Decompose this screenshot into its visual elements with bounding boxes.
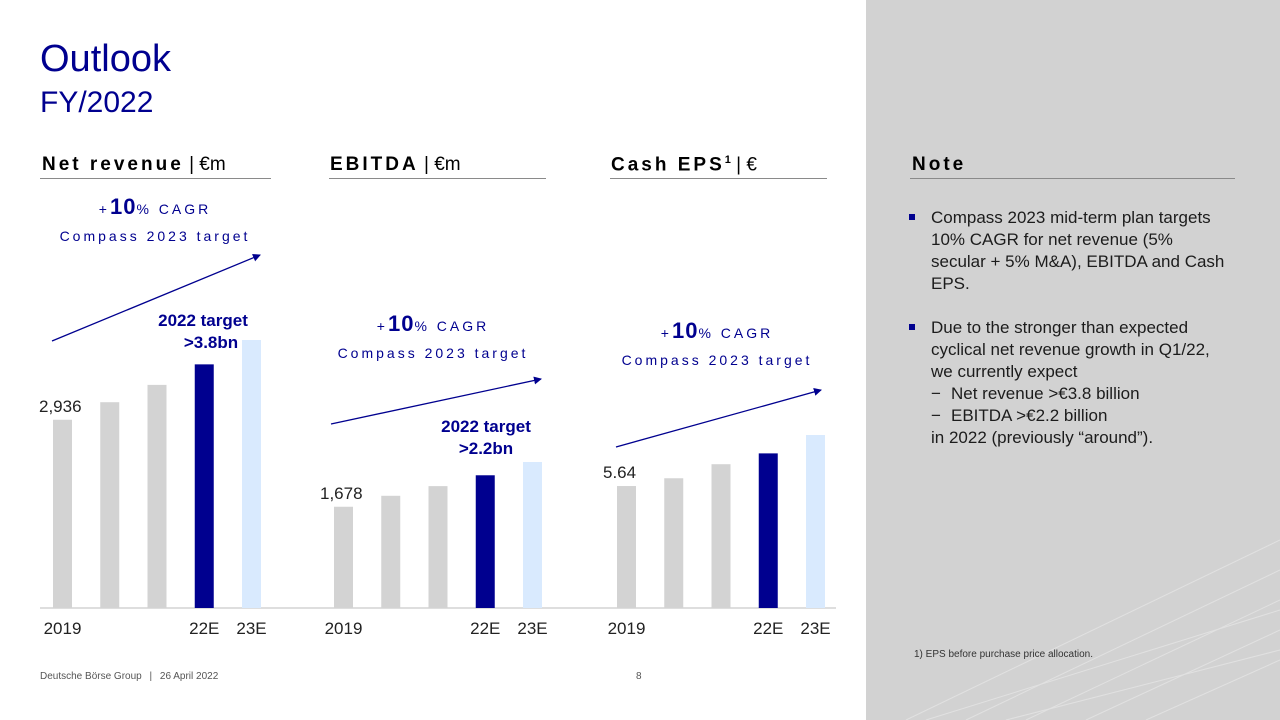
note-sub-text: EBITDA >€2.2 billion bbox=[951, 406, 1108, 425]
cagr-prefix: + bbox=[660, 325, 672, 341]
chart-header-cash-eps: Cash EPS1 | € bbox=[611, 154, 757, 176]
cagr-suffix: % CAGR bbox=[136, 201, 212, 217]
page-title: Outlook bbox=[40, 38, 171, 80]
note-tail-text: in 2022 (previously “around”). bbox=[931, 428, 1154, 447]
note-sub-text: Net revenue >€3.8 billion bbox=[951, 384, 1140, 403]
bar-period-3 bbox=[428, 486, 448, 608]
bar-22E bbox=[194, 364, 214, 608]
chart-title: EBITDA bbox=[330, 154, 419, 175]
cagr-caption: Compass 2023 target bbox=[621, 352, 813, 368]
footer-left: Deutsche Börse Group | 26 April 2022 bbox=[40, 671, 218, 682]
cagr-suffix: % CAGR bbox=[698, 325, 774, 341]
page-subtitle: FY/2022 bbox=[40, 86, 154, 119]
chart-title: Net revenue bbox=[42, 154, 184, 175]
target-label-line: 2022 target bbox=[158, 311, 248, 330]
x-tick-label: 2019 bbox=[608, 619, 646, 638]
panel-decoration bbox=[905, 539, 1280, 720]
chart-unit: | €m bbox=[189, 154, 226, 175]
target-label-line: >2.2bn bbox=[458, 439, 514, 458]
data-label: 2,936 bbox=[39, 397, 82, 416]
cagr-annotation-ebitda: +10% CAGR Compass 2023 target bbox=[318, 311, 548, 361]
footer-separator: | bbox=[149, 671, 153, 682]
note-sub-item: − Net revenue >€3.8 billion bbox=[931, 383, 1226, 405]
cagr-annotation-cash-eps: +10% CAGR Compass 2023 target bbox=[602, 318, 832, 368]
cagr-arrow bbox=[330, 376, 542, 425]
cagr-arrow bbox=[51, 253, 261, 342]
cagr-number: 10 bbox=[387, 311, 415, 336]
bar-23E bbox=[242, 340, 261, 608]
header-rule bbox=[40, 178, 271, 179]
page-number: 8 bbox=[636, 671, 642, 682]
bar-22E bbox=[475, 475, 495, 608]
x-tick-label: 23E bbox=[517, 619, 547, 638]
bar-period-2 bbox=[664, 478, 684, 608]
note-title: Note bbox=[912, 154, 967, 175]
bar-period-2 bbox=[381, 495, 401, 608]
header-rule bbox=[329, 178, 546, 179]
x-tick-label: 22E bbox=[753, 619, 783, 638]
labels-layer: 2019 2,936 22E 23E 2019 1,678 22E 23E 2019 5.64 22… bbox=[39, 397, 831, 638]
note-bullet: Compass 2023 mid-term plan targets 10% C… bbox=[906, 207, 1226, 295]
chart-unit: | €m bbox=[424, 154, 461, 175]
bar-2019 bbox=[53, 419, 72, 608]
target-label-line: 2022 target bbox=[441, 417, 531, 436]
chart-header-ebitda: EBITDA | €m bbox=[330, 154, 461, 176]
cagr-caption: Compass 2023 target bbox=[59, 228, 251, 244]
bar-23E bbox=[806, 435, 825, 608]
footer-date: 26 April 2022 bbox=[159, 671, 219, 682]
cagr-number: 10 bbox=[109, 194, 137, 219]
x-tick-label: 23E bbox=[800, 619, 830, 638]
target-label-net-revenue: 2022 target >3.8bn bbox=[133, 310, 273, 354]
cagr-number: 10 bbox=[671, 318, 699, 343]
data-label: 1,678 bbox=[320, 484, 363, 503]
note-bullet-text: Compass 2023 mid-term plan targets 10% C… bbox=[931, 208, 1225, 293]
bullet-square-icon bbox=[909, 214, 915, 220]
cagr-arrow bbox=[615, 388, 822, 448]
note-body: Compass 2023 mid-term plan targets 10% C… bbox=[906, 207, 1226, 471]
cagr-value: +10% CAGR bbox=[602, 318, 832, 344]
cagr-arrows bbox=[51, 253, 822, 448]
x-tick-label: 23E bbox=[236, 619, 266, 638]
header-rule bbox=[910, 178, 1235, 179]
header-rule bbox=[610, 178, 827, 179]
bar-period-3 bbox=[711, 464, 731, 608]
bar-22E bbox=[758, 453, 778, 608]
footer-company: Deutsche Börse Group bbox=[40, 671, 142, 682]
footnote: 1) EPS before purchase price allocation. bbox=[914, 649, 1093, 660]
bar-period-3 bbox=[147, 384, 167, 608]
chart-title: Cash EPS bbox=[611, 154, 725, 176]
x-tick-label: 2019 bbox=[44, 619, 82, 638]
bullet-square-icon bbox=[909, 324, 915, 330]
cagr-prefix: + bbox=[98, 201, 110, 217]
cagr-value: +10% CAGR bbox=[40, 194, 270, 220]
target-label-line: >3.8bn bbox=[183, 333, 239, 352]
target-label-ebitda: 2022 target >2.2bn bbox=[416, 416, 556, 460]
dash-icon: − bbox=[931, 384, 941, 403]
x-tick-label: 2019 bbox=[325, 619, 363, 638]
bars-layer bbox=[53, 340, 825, 608]
bar-23E bbox=[523, 462, 542, 608]
bar-2019 bbox=[334, 506, 353, 608]
data-label: 5.64 bbox=[603, 463, 636, 482]
cagr-caption: Compass 2023 target bbox=[337, 345, 529, 361]
x-tick-label: 22E bbox=[189, 619, 219, 638]
cagr-value: +10% CAGR bbox=[318, 311, 548, 337]
note-panel-background bbox=[866, 0, 1280, 720]
chart-unit: | € bbox=[736, 154, 757, 176]
x-tick-label: 22E bbox=[470, 619, 500, 638]
bar-period-2 bbox=[100, 402, 120, 608]
footnote-marker: 1 bbox=[724, 154, 731, 166]
charts-svg: 2019 2,936 22E 23E 2019 1,678 22E 23E 2019 5.64 22… bbox=[39, 253, 836, 638]
note-bullet-list: Compass 2023 mid-term plan targets 10% C… bbox=[906, 207, 1226, 449]
note-sub-item: − EBITDA >€2.2 billion bbox=[931, 405, 1226, 427]
chart-header-net-revenue: Net revenue | €m bbox=[42, 154, 226, 176]
cagr-annotation-net-revenue: +10% CAGR Compass 2023 target bbox=[40, 194, 270, 244]
cagr-prefix: + bbox=[376, 318, 388, 334]
note-sub-list: − Net revenue >€3.8 billion − EBITDA >€2… bbox=[931, 383, 1226, 427]
note-bullet: Due to the stronger than expected cyclic… bbox=[906, 317, 1226, 449]
bar-2019 bbox=[617, 486, 636, 608]
note-bullet-text: Due to the stronger than expected cyclic… bbox=[931, 318, 1210, 381]
dash-icon: − bbox=[931, 406, 941, 425]
cagr-suffix: % CAGR bbox=[414, 318, 490, 334]
